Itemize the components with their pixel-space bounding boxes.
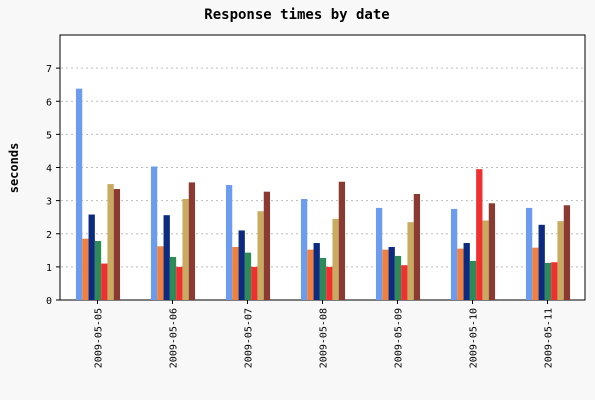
bar (469, 260, 477, 300)
bar (375, 207, 383, 300)
bar (338, 181, 346, 300)
x-tick-label: 2009-05-06 (169, 308, 180, 368)
bar (107, 184, 114, 300)
bar (450, 208, 458, 300)
bar (382, 249, 389, 300)
bar (551, 262, 558, 300)
bar (244, 252, 252, 300)
x-tick-label: 2009-05-09 (394, 308, 405, 368)
bar (157, 246, 164, 300)
bar (232, 247, 239, 300)
y-tick-label: 3 (46, 197, 52, 208)
bar (538, 224, 545, 300)
bar (251, 266, 258, 300)
x-axis-ticks: 2009-05-05 2009-05-06 2009-05-07 2009-05-08… (94, 300, 555, 368)
x-tick-label: 2009-05-07 (244, 308, 255, 368)
bar (457, 248, 464, 300)
y-tick-label: 6 (46, 97, 52, 108)
bar (225, 185, 233, 300)
bar (413, 194, 421, 300)
bar (176, 266, 183, 300)
bar (401, 265, 408, 300)
bar (332, 218, 339, 300)
y-tick-label: 1 (46, 263, 52, 274)
bar (101, 263, 108, 300)
bar (82, 238, 89, 300)
bars (75, 88, 571, 300)
bar (188, 182, 196, 300)
bar (557, 221, 564, 300)
x-tick-label: 2009-05-11 (544, 308, 555, 368)
bar (182, 198, 189, 300)
bar (388, 247, 395, 300)
bar (300, 198, 308, 300)
bar (488, 203, 496, 300)
bar (163, 215, 170, 300)
bar (407, 222, 414, 300)
y-axis-ticks: 0 1 2 3 4 5 6 7 (46, 64, 60, 307)
bar (463, 243, 470, 300)
y-tick-label: 5 (46, 130, 52, 141)
bar (169, 256, 177, 300)
bar (544, 262, 552, 300)
y-axis-label: seconds (7, 143, 21, 194)
bar (75, 88, 83, 300)
bar (482, 220, 489, 300)
bar (525, 207, 533, 300)
bar (394, 255, 402, 300)
bar (263, 191, 271, 300)
x-tick-label: 2009-05-05 (94, 308, 105, 368)
y-tick-label: 4 (46, 164, 52, 175)
bar (326, 266, 333, 300)
bar (307, 249, 314, 300)
bar (476, 169, 483, 300)
chart-title: Response times by date (204, 7, 389, 23)
bar (257, 211, 264, 300)
bar (113, 189, 121, 300)
y-tick-label: 0 (46, 296, 52, 307)
x-tick-label: 2009-05-10 (469, 308, 480, 368)
bar (94, 241, 102, 300)
bar (319, 257, 327, 300)
y-tick-label: 7 (46, 64, 52, 75)
bar (150, 166, 158, 300)
x-tick-label: 2009-05-08 (319, 308, 330, 368)
bar (313, 243, 320, 300)
bar (238, 230, 245, 300)
bar (88, 214, 95, 300)
bar (563, 205, 571, 300)
y-tick-label: 2 (46, 230, 52, 241)
bar (532, 247, 539, 300)
